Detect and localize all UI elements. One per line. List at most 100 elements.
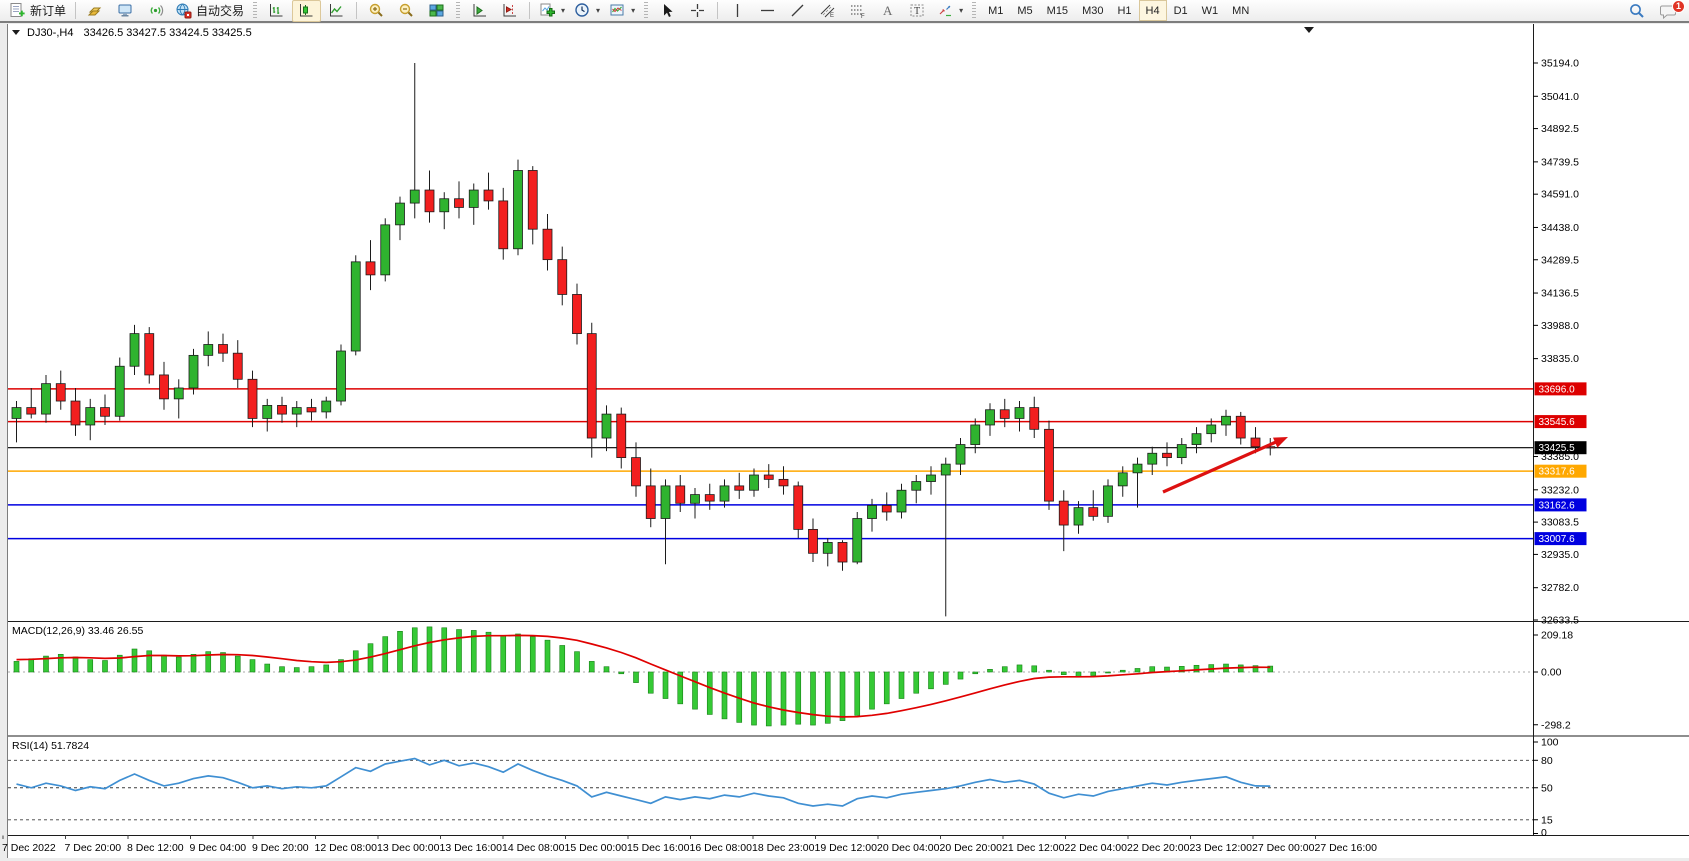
chart-shift-button[interactable] — [495, 0, 524, 22]
macd-histogram-bar — [1193, 664, 1200, 673]
candle — [395, 196, 405, 241]
equidistant-channel-tool-button[interactable]: E — [813, 0, 842, 22]
zoom-in-button[interactable] — [362, 0, 391, 22]
notifications-button[interactable]: 1 — [1652, 0, 1685, 22]
tab-timeframe-m30[interactable]: M30 — [1082, 4, 1104, 17]
time-axis-label[interactable]: 18 Dec 23:00 — [752, 842, 815, 854]
time-axis-label[interactable]: 16 Dec 08:00 — [690, 842, 753, 854]
time-axis-label[interactable]: 20 Dec 04:00 — [877, 842, 940, 854]
tab-timeframe-mn[interactable]: MN — [1232, 4, 1250, 17]
zoom-out-icon — [399, 3, 413, 17]
arrows-tool-button[interactable]: ▾ — [933, 0, 967, 22]
toolbar-drag-handle[interactable] — [456, 2, 461, 19]
bar-chart-icon — [270, 4, 283, 17]
tab-timeframe-m5[interactable]: M5 — [1017, 4, 1033, 17]
macd-histogram-bar — [146, 650, 153, 673]
line-chart-type-button[interactable] — [322, 0, 351, 22]
macd-histogram-bar — [102, 660, 108, 673]
time-axis-label[interactable]: 22 Dec 20:00 — [1127, 842, 1190, 854]
new-order-label: 新订单 — [30, 4, 67, 18]
templates-button[interactable]: ▾ — [605, 0, 639, 22]
time-axis-label[interactable]: 8 Dec 12:00 — [127, 842, 184, 854]
chart-collapse-arrow-icon[interactable] — [12, 30, 20, 35]
tab-timeframe-w1[interactable]: W1 — [1201, 4, 1219, 17]
tile-windows-button[interactable] — [422, 0, 451, 22]
periods-button[interactable]: ▾ — [570, 0, 604, 22]
text-tool-button[interactable]: A — [873, 0, 902, 22]
candle — [513, 159, 523, 256]
time-axis-label[interactable]: 7 Dec 20:00 — [65, 842, 122, 854]
macd-histogram-bar — [854, 671, 861, 716]
auto-scroll-button[interactable] — [465, 0, 494, 22]
zoom-out-button[interactable] — [392, 0, 421, 22]
new-order-button[interactable]: 新订单 — [5, 0, 70, 22]
tab-timeframe-d1[interactable]: D1 — [1173, 4, 1188, 17]
cursor-tool-button[interactable] — [653, 0, 682, 22]
time-axis-label[interactable]: 9 Dec 20:00 — [252, 842, 309, 854]
time-axis-label[interactable]: 15 Dec 16:00 — [627, 842, 690, 854]
tab-timeframe-m15[interactable]: M15 — [1046, 4, 1069, 17]
time-axis-label[interactable]: 23 Dec 12:00 — [1190, 842, 1253, 854]
crosshair-tool-button[interactable] — [683, 0, 712, 22]
toolbar-drag-handle[interactable] — [253, 2, 258, 19]
tab-timeframe-h4[interactable]: H4 — [1138, 0, 1167, 21]
time-axis-label[interactable]: 27 Dec 00:00 — [1252, 842, 1315, 854]
candle — [1044, 420, 1054, 510]
tab-timeframe-m1[interactable]: M1 — [988, 4, 1004, 17]
candle — [881, 492, 892, 521]
auto-trading-button[interactable]: 自动交易 — [171, 0, 248, 22]
trendline-tool-button[interactable] — [783, 0, 812, 22]
time-axis-label[interactable]: 22 Dec 04:00 — [1065, 842, 1128, 854]
time-axis-label[interactable]: 27 Dec 16:00 — [1315, 842, 1378, 854]
time-axis-labels[interactable]: 7 Dec 2022 7 Dec 20:00 8 Dec 12:00 9 Dec 04… — [2, 835, 1378, 855]
macd-histogram-bar — [559, 645, 566, 673]
macd-histogram-bar — [13, 661, 20, 673]
bar-chart-type-button[interactable] — [262, 0, 291, 22]
tile-windows-icon — [429, 4, 444, 17]
indicators-button[interactable]: ▾ — [535, 0, 569, 22]
market-watch-button[interactable] — [81, 0, 110, 22]
macd-histogram-bar — [352, 650, 359, 673]
fibonacci-tool-button[interactable]: F — [843, 0, 872, 22]
time-axis-label[interactable]: 7 Dec 2022 — [2, 842, 56, 854]
macd-histogram-bar — [279, 666, 285, 673]
horizontal-line-tool-button[interactable] — [753, 0, 782, 22]
toolbar-drag-handle[interactable] — [644, 2, 649, 19]
candle — [1176, 438, 1187, 465]
price-badge — [1534, 498, 1587, 512]
time-axis-label[interactable]: 13 Dec 16:00 — [440, 842, 503, 854]
candle — [527, 166, 538, 245]
vertical-line-tool-button[interactable] — [723, 0, 752, 22]
chart-shift-icon — [503, 4, 517, 17]
macd-histogram-bar — [57, 654, 64, 673]
macd-histogram-bar — [1075, 671, 1082, 677]
time-axis-label[interactable]: 15 Dec 00:00 — [565, 842, 628, 854]
candle — [55, 370, 66, 410]
macd-histogram-bar — [411, 627, 418, 673]
virtual-hosting-button[interactable] — [111, 0, 140, 22]
candlestick-chart-type-button[interactable] — [292, 0, 322, 22]
time-axis-label[interactable]: 9 Dec 04:00 — [190, 842, 247, 854]
signals-button[interactable] — [141, 0, 170, 22]
time-axis-label[interactable]: 21 Dec 12:00 — [1002, 842, 1065, 854]
fibonacci-icon: F — [851, 5, 865, 19]
candle — [778, 466, 789, 495]
search-button[interactable] — [1622, 0, 1651, 22]
chart-corner-arrow-icon[interactable] — [1304, 27, 1314, 33]
time-axis-label[interactable]: 13 Dec 00:00 — [377, 842, 440, 854]
price-badge — [1534, 464, 1587, 478]
hosting-monitor-icon — [118, 4, 132, 17]
tab-timeframe-h1[interactable]: H1 — [1117, 4, 1132, 17]
time-axis-label[interactable]: 12 Dec 08:00 — [315, 842, 378, 854]
time-axis-label[interactable]: 14 Dec 08:00 — [502, 842, 565, 854]
annotation-arrow[interactable] — [1162, 437, 1288, 494]
time-axis-label[interactable]: 20 Dec 20:00 — [940, 842, 1003, 854]
toolbar-drag-handle[interactable] — [972, 2, 977, 19]
price-tick-label: 33988.0 — [1541, 320, 1579, 332]
time-axis-label[interactable]: 19 Dec 12:00 — [815, 842, 878, 854]
macd-histogram-bar — [647, 671, 654, 694]
macd-histogram-bar — [500, 635, 507, 673]
rsi-axis-label: 0 — [1541, 827, 1547, 839]
text-label-tool-button[interactable]: T — [903, 0, 932, 22]
